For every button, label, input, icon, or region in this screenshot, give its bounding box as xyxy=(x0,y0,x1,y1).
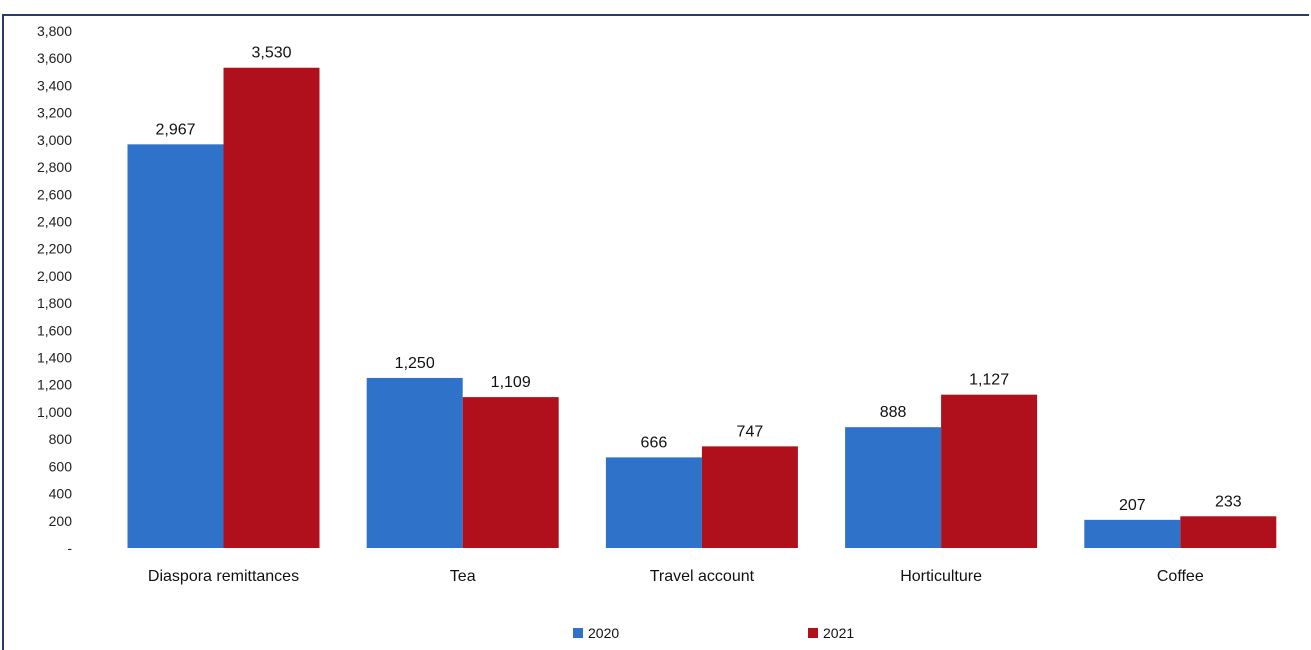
bar-2020-0 xyxy=(127,144,224,548)
legend: 2020 2021 xyxy=(573,625,854,641)
y-tick-label: 1,600 xyxy=(37,322,72,338)
y-tick-label: 2,800 xyxy=(37,159,72,175)
data-label: 747 xyxy=(737,423,764,440)
y-tick-label: 2,000 xyxy=(37,268,72,284)
y-tick-label: 3,800 xyxy=(37,23,72,39)
bar-2020-1 xyxy=(366,377,463,548)
bar-2021-1 xyxy=(462,397,559,548)
legend-label: 2021 xyxy=(823,625,854,641)
y-tick-label: 1,800 xyxy=(37,295,72,311)
x-tick-label: Diaspora remittances xyxy=(148,568,299,585)
y-tick-label: 2,600 xyxy=(37,186,72,202)
data-label: 207 xyxy=(1119,497,1146,514)
data-label: 3,530 xyxy=(251,45,291,62)
legend-swatch-2020 xyxy=(573,628,583,638)
y-tick-label: 2,200 xyxy=(37,241,72,257)
data-label: 1,250 xyxy=(395,355,435,372)
bar-2020-4 xyxy=(1084,519,1181,548)
y-tick-label: 1,000 xyxy=(37,404,72,420)
bar-2020-3 xyxy=(845,427,942,548)
y-tick-label: 3,600 xyxy=(37,50,72,66)
chart-frame xyxy=(2,14,1309,650)
y-tick-label: 600 xyxy=(49,458,73,474)
bars xyxy=(127,67,1277,549)
x-tick-label: Horticulture xyxy=(900,568,982,585)
y-tick-label: 3,200 xyxy=(37,105,72,121)
y-tick-label: 800 xyxy=(49,431,73,447)
legend-label: 2020 xyxy=(588,625,619,641)
data-label: 233 xyxy=(1215,493,1242,510)
data-label: 2,967 xyxy=(155,121,195,138)
x-tick-label: Tea xyxy=(450,568,476,585)
x-axis: Diaspora remittances Tea Travel account Hor… xyxy=(148,568,1204,585)
y-tick-label: 1,200 xyxy=(37,377,72,393)
data-labels: 2,967 3,530 1,250 1,109 666 747 888 1,127 207 233 xyxy=(155,45,1241,514)
bar-2021-3 xyxy=(941,394,1038,548)
bar-2021-0 xyxy=(223,67,320,549)
bar-2021-4 xyxy=(1180,516,1277,548)
data-label: 1,109 xyxy=(491,374,531,391)
x-tick-label: Coffee xyxy=(1157,568,1204,585)
y-tick-label: 3,000 xyxy=(37,132,72,148)
y-tick-label: 1,400 xyxy=(37,350,72,366)
bar-2020-2 xyxy=(605,457,702,548)
x-tick-label: Travel account xyxy=(650,568,755,585)
data-label: 888 xyxy=(880,404,907,421)
data-label: 666 xyxy=(641,434,668,451)
y-tick-label: 200 xyxy=(49,513,73,529)
y-tick-label: 3,400 xyxy=(37,77,72,93)
y-tick-label: 400 xyxy=(49,486,73,502)
y-tick-label: - xyxy=(67,540,72,556)
data-label: 1,127 xyxy=(969,372,1009,389)
legend-swatch-2021 xyxy=(808,628,818,638)
y-tick-label: 2,400 xyxy=(37,213,72,229)
y-axis: - 200 400 600 800 1,000 1,200 1,400 1,600 1,800 2,… xyxy=(37,23,72,556)
bar-2021-2 xyxy=(701,446,798,548)
